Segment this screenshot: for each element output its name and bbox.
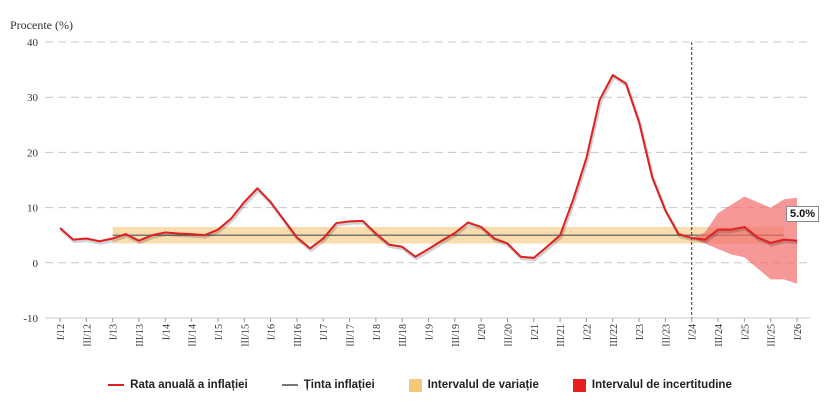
x-tick-label: I/13 — [109, 324, 120, 340]
x-tick-label: I/12 — [56, 324, 67, 340]
legend-label-range: Intervalul de variație — [427, 379, 539, 391]
x-tick-label: III/12 — [82, 324, 93, 347]
legend-swatch-uncertainty — [572, 378, 586, 392]
x-tick-label: I/23 — [635, 324, 646, 340]
legend-swatch-range — [408, 378, 422, 392]
x-tick-label: I/18 — [372, 324, 383, 340]
x-tick-label: III/16 — [293, 324, 304, 347]
x-tick-label: I/24 — [688, 324, 699, 340]
x-tick-label: I/21 — [530, 324, 541, 340]
x-tick-label: III/22 — [609, 324, 620, 347]
x-tick-label: I/14 — [161, 324, 172, 340]
value-tooltip: 5.0% — [786, 206, 820, 222]
legend-swatch-inflation — [108, 384, 125, 386]
x-tick-label: III/18 — [398, 324, 409, 347]
legend-item-range[interactable]: Intervalul de variație — [408, 378, 539, 392]
x-tick-label: III/13 — [135, 324, 146, 347]
y-axis-title: Procente (%) — [10, 18, 73, 32]
y-tick-label: 40 — [27, 37, 39, 49]
legend-swatch-target — [281, 384, 298, 386]
x-tick-label: III/24 — [714, 324, 725, 347]
y-tick-label: -10 — [23, 313, 38, 325]
x-tick-label: III/19 — [451, 324, 462, 347]
x-tick-label: III/21 — [556, 324, 567, 347]
line-chart: -10 0 10 20 30 40 I/12 III/12 I/13 III/13 I/14 III/… — [23, 37, 810, 347]
x-tick-label: I/19 — [425, 324, 436, 340]
legend-item-uncertainty[interactable]: Intervalul de incertitudine — [572, 378, 732, 392]
x-tick-label: I/20 — [477, 324, 488, 340]
legend-label-inflation: Rata anuală a inflației — [130, 379, 248, 391]
x-tick-label: III/23 — [661, 324, 672, 347]
legend-item-inflation[interactable]: Rata anuală a inflației — [108, 379, 248, 391]
x-tick-label: I/25 — [740, 324, 751, 340]
y-tick-label: 0 — [33, 258, 39, 270]
x-tick-label: III/25 — [767, 324, 778, 347]
inflation-line — [59, 74, 798, 259]
x-tick-label: III/14 — [188, 324, 199, 347]
x-tick-label: I/22 — [582, 324, 593, 340]
legend-item-target[interactable]: Ținta inflației — [281, 379, 375, 391]
chart-legend: Rata anuală a inflației Ținta inflației … — [0, 374, 840, 396]
x-tick-label: I/17 — [319, 324, 330, 340]
x-tick-label: III/20 — [503, 324, 514, 347]
x-tick-label: I/15 — [214, 324, 225, 340]
x-tick-label: III/17 — [346, 324, 357, 347]
y-tick-label: 10 — [27, 203, 39, 215]
x-tick-label: I/26 — [793, 324, 804, 340]
y-tick-label: 30 — [27, 92, 39, 104]
x-tick-label: III/15 — [240, 324, 251, 347]
x-tick-label: I/16 — [267, 324, 278, 340]
legend-label-uncertainty: Intervalul de incertitudine — [591, 379, 732, 391]
legend-label-target: Ținta inflației — [303, 379, 375, 391]
y-tick-label: 20 — [27, 147, 39, 159]
uncertainty-band — [691, 196, 797, 284]
